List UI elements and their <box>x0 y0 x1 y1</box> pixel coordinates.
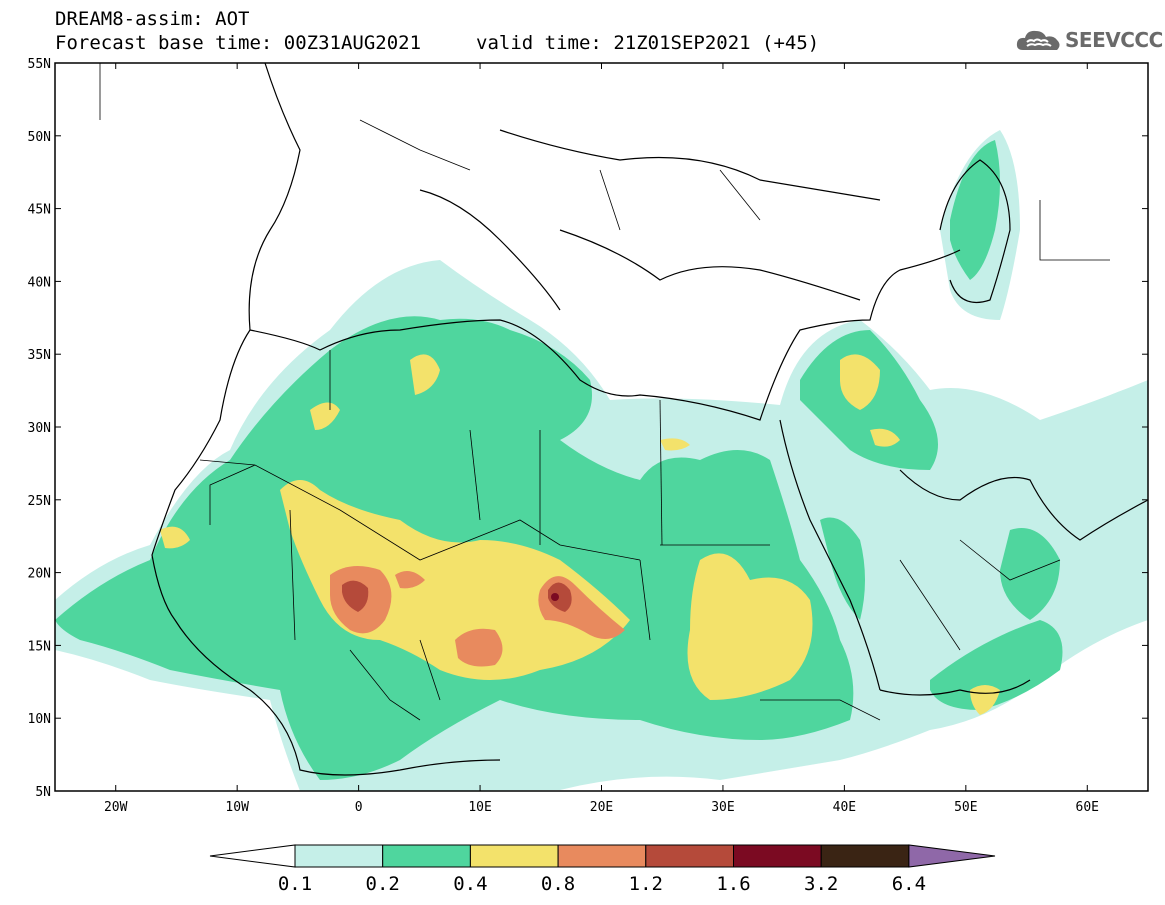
legend-swatch <box>733 844 822 868</box>
legend-label: 0.4 <box>453 873 487 895</box>
valid-time-label: valid time: 21Z01SEP2021 (+45) <box>476 32 820 54</box>
longitude-axis: 20W 10W 0 10E 20E 30E 40E 50E 60E <box>104 63 1099 815</box>
legend-arrow-high <box>908 844 996 868</box>
lat-tick-label: 30N <box>28 421 51 436</box>
legend-swatch <box>469 844 559 868</box>
legend-label: 1.2 <box>629 873 663 895</box>
lat-tick-label: 5N <box>35 785 51 800</box>
forecast-time-line: Forecast base time: 00Z31AUG2021 valid ti… <box>55 32 819 54</box>
lon-tick-label: 20W <box>104 800 128 815</box>
lat-tick-label: 25N <box>28 494 51 509</box>
lat-tick-label: 50N <box>28 130 51 145</box>
legend-label: 0.1 <box>278 873 312 895</box>
lat-tick-label: 40N <box>28 275 51 290</box>
lon-tick-label: 40E <box>833 800 856 815</box>
lat-tick-label: 35N <box>28 348 51 363</box>
cloud-icon <box>1016 30 1060 50</box>
legend-label: 0.8 <box>541 873 575 895</box>
legend-swatch <box>294 844 384 868</box>
legend-label: 6.4 <box>892 873 926 895</box>
aot-field <box>55 130 1148 791</box>
lat-tick-label: 10N <box>28 712 51 727</box>
lat-tick-label: 55N <box>28 57 51 72</box>
latitude-axis: 55N 50N 45N 40N 35N 30N 25N 20N 15N 10N 5N <box>28 57 1148 800</box>
lat-tick-label: 15N <box>28 639 51 654</box>
color-legend: 0.1 0.2 0.4 0.8 1.2 1.6 3.2 6.4 <box>209 844 996 895</box>
chart-title: DREAM8-assim: AOT <box>55 8 250 30</box>
logo-text: SEEVCCC <box>1065 28 1163 52</box>
legend-label: 0.2 <box>366 873 400 895</box>
lon-tick-label: 10W <box>225 800 249 815</box>
lon-tick-label: 0 <box>355 800 363 815</box>
legend-arrow-low <box>209 844 296 868</box>
lon-tick-label: 20E <box>590 800 613 815</box>
lon-tick-label: 10E <box>468 800 491 815</box>
legend-label: 3.2 <box>804 873 838 895</box>
base-time-label: Forecast base time: 00Z31AUG2021 <box>55 32 422 54</box>
legend-swatch <box>557 844 647 868</box>
legend-swatch <box>820 844 910 868</box>
lat-tick-label: 45N <box>28 203 51 218</box>
lon-tick-label: 50E <box>954 800 977 815</box>
legend-label: 1.6 <box>716 873 750 895</box>
seevccc-logo: SEEVCCC <box>1015 26 1163 56</box>
aot-band-1.6-3.2 <box>551 593 559 601</box>
lon-tick-label: 60E <box>1076 800 1099 815</box>
legend-swatch <box>382 844 471 868</box>
aot-band-1.2-1.6 <box>342 580 572 612</box>
lat-tick-label: 20N <box>28 567 51 582</box>
coastlines <box>151 63 1148 776</box>
country-borders <box>99 63 1110 721</box>
legend-swatch <box>645 844 734 868</box>
lon-tick-label: 30E <box>711 800 734 815</box>
